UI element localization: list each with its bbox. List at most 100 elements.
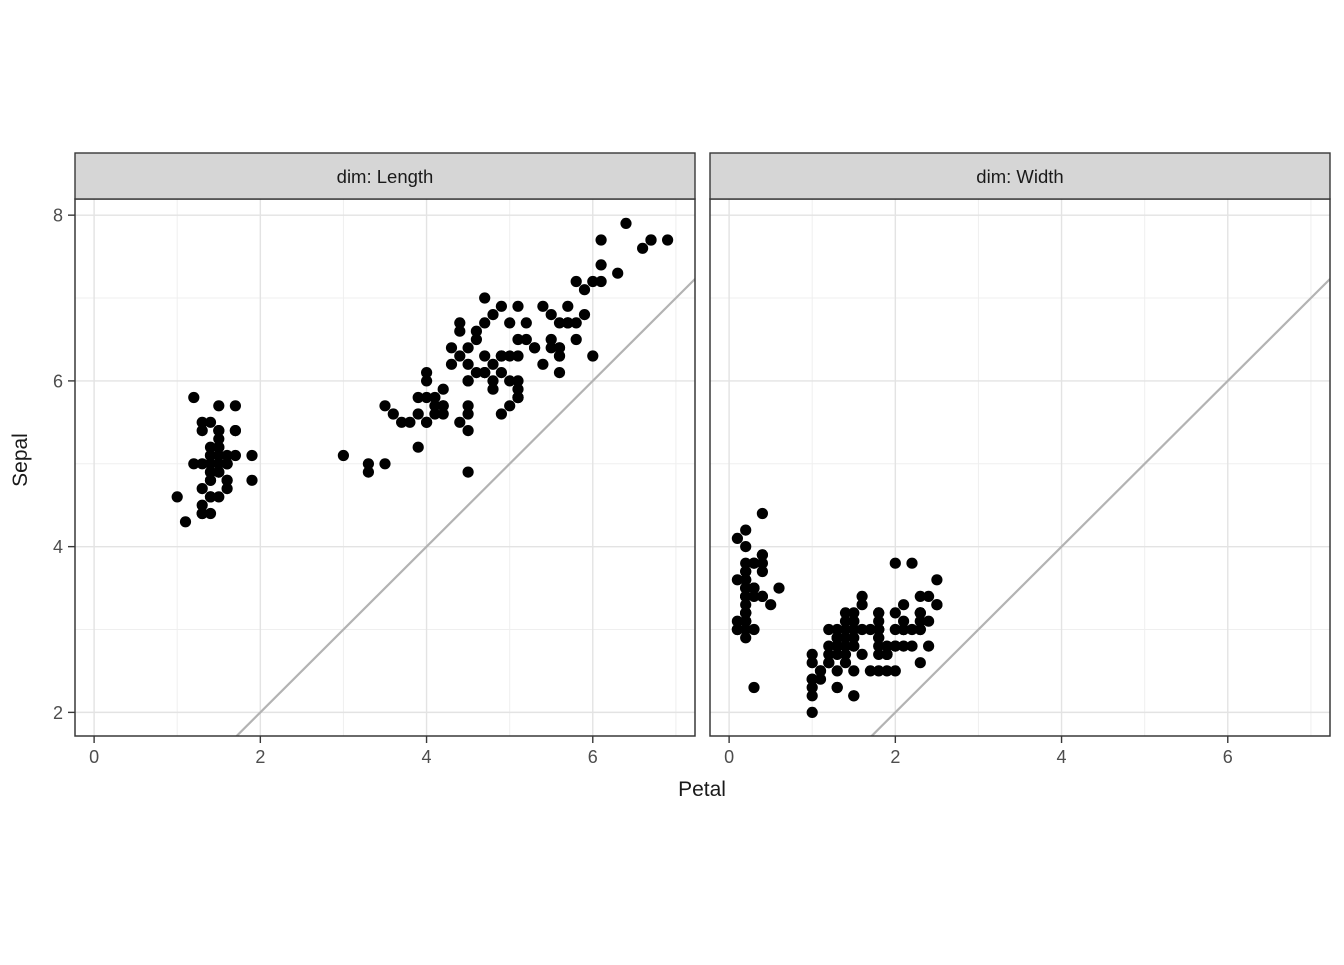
data-point: [196, 458, 208, 470]
data-point: [906, 640, 918, 652]
data-point: [204, 441, 217, 453]
data-point: [898, 599, 910, 611]
data-point: [462, 400, 474, 412]
data-point: [873, 615, 885, 627]
data-point: [595, 275, 607, 288]
data-point: [873, 607, 885, 619]
data-point: [740, 615, 752, 627]
data-point: [379, 458, 391, 470]
data-point: [487, 358, 499, 370]
data-point: [545, 333, 557, 346]
x-tick-label: 6: [588, 747, 598, 767]
data-point: [806, 706, 818, 719]
data-point: [914, 657, 926, 669]
data-point: [429, 408, 441, 420]
x-tick-label: 2: [890, 747, 900, 767]
data-point: [620, 217, 632, 229]
data-point: [848, 607, 860, 619]
data-point: [404, 416, 416, 428]
data-point: [204, 458, 217, 470]
data-point: [923, 590, 935, 603]
data-point: [204, 466, 217, 478]
data-point: [595, 234, 607, 246]
y-axis-title: Sepal: [9, 433, 32, 487]
data-point: [806, 690, 818, 702]
y-tick-label: 2: [53, 703, 63, 723]
data-point: [740, 599, 752, 611]
data-point: [731, 532, 744, 545]
data-point: [889, 623, 901, 636]
data-point: [479, 292, 491, 304]
data-point: [748, 623, 760, 636]
data-point: [495, 300, 507, 312]
data-point: [229, 449, 241, 462]
data-point: [213, 466, 225, 478]
data-point: [662, 234, 674, 246]
x-tick-label: 4: [422, 747, 432, 767]
data-point: [873, 665, 885, 677]
data-point: [831, 640, 843, 652]
data-point: [873, 648, 885, 661]
data-point: [221, 474, 233, 486]
data-point: [748, 557, 760, 569]
data-point: [196, 499, 208, 511]
data-point: [213, 441, 225, 453]
data-point: [337, 449, 349, 462]
data-point: [740, 607, 752, 619]
data-point: [806, 673, 818, 685]
data-point: [873, 623, 885, 636]
data-point: [831, 681, 843, 694]
x-tick-label: 6: [1223, 747, 1233, 767]
data-point: [553, 342, 566, 354]
data-point: [204, 474, 217, 486]
data-point: [462, 358, 474, 370]
facet-strip-length: [74, 152, 696, 200]
data-point: [412, 391, 424, 404]
data-point: [839, 657, 852, 669]
data-point: [931, 574, 943, 586]
data-point: [512, 375, 524, 387]
data-point: [204, 507, 217, 520]
data-point: [806, 657, 818, 669]
data-point: [823, 623, 835, 636]
data-point: [731, 615, 744, 627]
data-point: [831, 623, 843, 636]
data-point: [246, 474, 258, 486]
data-point: [512, 391, 524, 404]
data-point: [814, 665, 827, 677]
data-point: [553, 350, 566, 362]
data-point: [421, 375, 433, 387]
data-point: [923, 615, 935, 627]
data-point: [831, 665, 843, 677]
data-point: [806, 681, 818, 694]
data-point: [839, 632, 852, 644]
facet-strip-length-label: dim: Length: [337, 166, 434, 187]
data-point: [740, 632, 752, 644]
data-point: [379, 400, 391, 412]
facet-strip-width-label: dim: Width: [976, 166, 1063, 187]
data-point: [504, 400, 516, 412]
data-point: [740, 623, 752, 636]
data-point: [229, 425, 241, 437]
data-point: [914, 615, 926, 627]
data-point: [196, 483, 208, 495]
data-point: [429, 400, 441, 412]
data-point: [889, 607, 901, 619]
data-point: [495, 350, 507, 362]
data-point: [445, 342, 458, 354]
data-point: [196, 425, 208, 437]
data-point: [512, 350, 524, 362]
data-point: [898, 640, 910, 652]
panels-layer: 0 2 4 6 0 2 4 6 2 4 6 8: [53, 198, 1331, 767]
data-point: [889, 557, 901, 569]
data-point: [470, 367, 482, 379]
data-point: [213, 425, 225, 437]
data-point: [881, 665, 893, 677]
data-point: [814, 673, 827, 685]
data-point: [421, 391, 433, 404]
data-point: [529, 342, 541, 354]
data-point: [756, 557, 769, 569]
x-axis-title: Petal: [678, 778, 726, 801]
data-point: [213, 491, 225, 503]
identity-reference-line: [235, 278, 695, 736]
